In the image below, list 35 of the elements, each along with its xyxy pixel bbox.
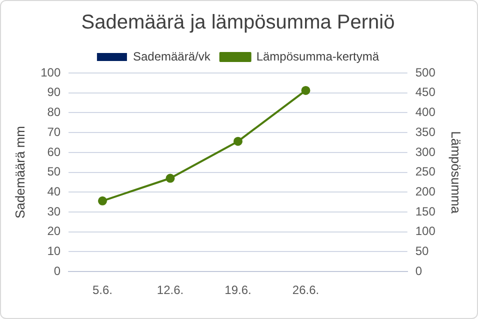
- y-tick-label: 100: [40, 65, 61, 80]
- y2-axis-title: Lämpösumma: [448, 131, 464, 214]
- y2-tick-label: 100: [415, 224, 436, 238]
- y2-tick-label: 200: [415, 184, 436, 198]
- y2-tick-label: 250: [415, 164, 436, 179]
- point: [166, 174, 175, 183]
- y-tick-label: 70: [47, 124, 61, 139]
- x-tick-label: 5.6.: [92, 283, 113, 298]
- y-tick-label: 40: [47, 184, 61, 198]
- y-tick-label: 30: [47, 204, 61, 218]
- x-tick-label: 12.6.: [156, 283, 184, 298]
- y-tick-label: 50: [47, 164, 61, 179]
- y-tick-label: 90: [47, 85, 61, 100]
- x-tick-label: 19.6.: [224, 283, 252, 298]
- y2-tick-label: 300: [415, 144, 436, 159]
- y2-tick-label: 0: [415, 264, 422, 278]
- x-tick-label: 26.6.: [292, 283, 320, 298]
- y2-tick-label: 350: [415, 124, 436, 139]
- y2-tick-label: 400: [415, 105, 436, 120]
- chart-title: Sademäärä ja lämpösumma Perniö: [81, 12, 395, 34]
- y-axis-title: Sademäärä mm: [12, 126, 28, 219]
- y2-tick-label: 150: [415, 204, 436, 218]
- point: [98, 196, 107, 206]
- legend-label: Lämpösumma-kertymä: [256, 49, 380, 64]
- y-tick-label: 80: [47, 105, 61, 120]
- y-tick-label: 20: [47, 224, 61, 238]
- legend-label: Sademäärä/vk: [132, 49, 212, 64]
- y2-tick-label: 50: [415, 244, 430, 258]
- y-tick-label: 10: [47, 244, 61, 258]
- point: [234, 136, 242, 146]
- y-tick-label: 60: [47, 144, 61, 159]
- y2-tick-label: 450: [415, 85, 436, 100]
- y2-tick-label: 500: [415, 65, 436, 80]
- y-tick-label: 0: [54, 264, 61, 278]
- point: [301, 86, 310, 95]
